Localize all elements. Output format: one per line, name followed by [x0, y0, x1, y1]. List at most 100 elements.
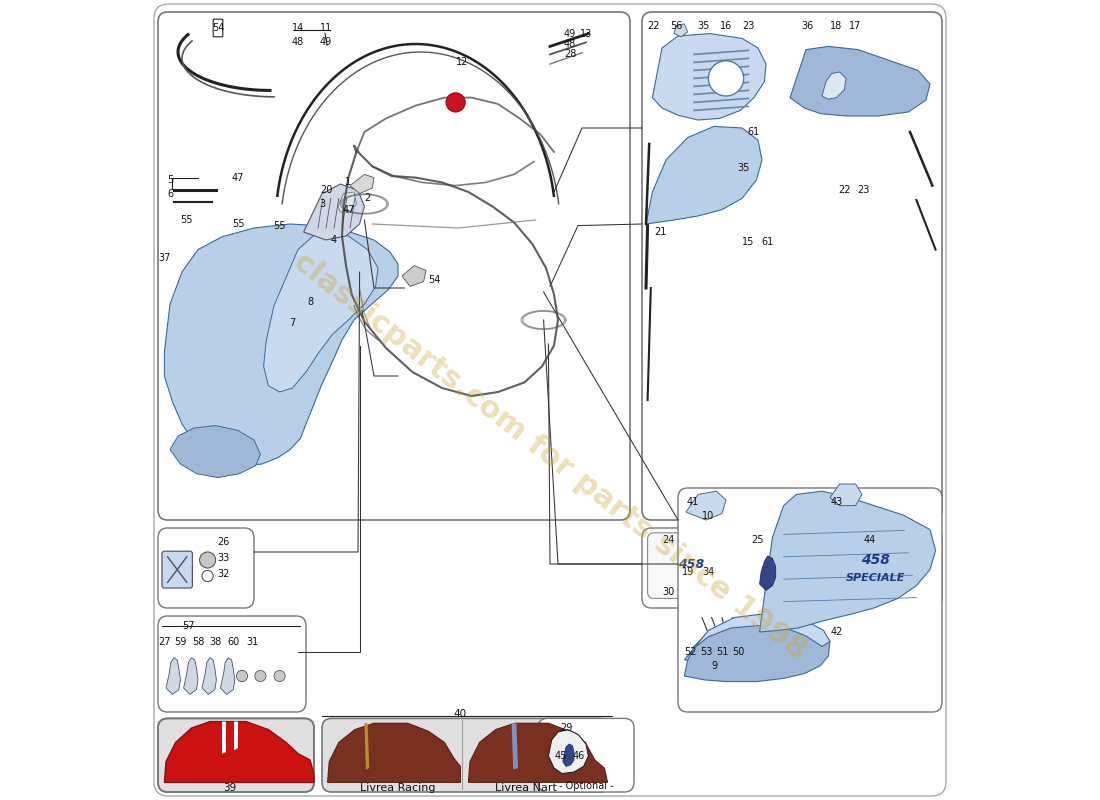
Circle shape: [255, 670, 266, 682]
Text: 2: 2: [364, 194, 371, 203]
Polygon shape: [686, 491, 726, 520]
Polygon shape: [264, 228, 378, 392]
FancyBboxPatch shape: [158, 718, 314, 792]
Polygon shape: [790, 46, 930, 116]
FancyBboxPatch shape: [538, 718, 634, 792]
Text: 41: 41: [686, 498, 698, 507]
FancyBboxPatch shape: [642, 528, 942, 608]
Text: 56: 56: [670, 21, 683, 30]
Text: 30: 30: [662, 587, 674, 597]
Text: 22: 22: [838, 186, 850, 195]
Text: 33: 33: [218, 554, 230, 563]
FancyBboxPatch shape: [154, 4, 946, 796]
Polygon shape: [328, 723, 461, 782]
Text: 35: 35: [737, 163, 750, 173]
Text: 55: 55: [179, 215, 192, 225]
Text: 8: 8: [307, 297, 314, 306]
FancyBboxPatch shape: [158, 616, 306, 712]
Text: 45: 45: [556, 751, 568, 761]
Text: 55: 55: [274, 221, 286, 230]
Polygon shape: [563, 744, 574, 766]
Polygon shape: [512, 723, 518, 770]
Text: 19: 19: [682, 567, 694, 577]
FancyBboxPatch shape: [744, 533, 807, 598]
Text: 44: 44: [864, 535, 876, 545]
Text: 31: 31: [246, 637, 258, 646]
Text: 3: 3: [319, 199, 326, 209]
Text: 9: 9: [711, 661, 717, 670]
Polygon shape: [684, 618, 830, 682]
Text: 27: 27: [158, 637, 170, 646]
Text: 38: 38: [209, 637, 222, 646]
Text: 53: 53: [700, 647, 712, 657]
Polygon shape: [338, 192, 356, 212]
Text: 18: 18: [830, 21, 843, 30]
Text: 14: 14: [292, 23, 304, 33]
FancyBboxPatch shape: [162, 551, 192, 588]
Text: 458: 458: [861, 553, 890, 567]
Text: 24: 24: [662, 535, 674, 545]
Text: 49: 49: [564, 29, 576, 38]
Polygon shape: [202, 658, 217, 694]
Polygon shape: [469, 723, 607, 782]
Text: 17: 17: [849, 21, 861, 30]
Text: Livrea Nart: Livrea Nart: [495, 783, 557, 793]
Text: 49: 49: [320, 38, 332, 47]
Text: 458: 458: [679, 558, 705, 571]
Polygon shape: [164, 722, 314, 782]
Text: 47: 47: [342, 205, 354, 214]
Circle shape: [274, 670, 285, 682]
Text: SPECIALE: SPECIALE: [846, 573, 905, 582]
Polygon shape: [684, 614, 830, 660]
Polygon shape: [549, 730, 588, 774]
Polygon shape: [234, 722, 238, 750]
Polygon shape: [220, 658, 234, 694]
Polygon shape: [222, 722, 226, 754]
Polygon shape: [166, 658, 180, 694]
Text: 35: 35: [697, 21, 710, 30]
Circle shape: [446, 93, 465, 112]
Text: 37: 37: [158, 253, 170, 262]
Text: 52: 52: [684, 647, 696, 657]
FancyBboxPatch shape: [158, 528, 254, 608]
Text: 6: 6: [167, 190, 173, 199]
Text: 13: 13: [580, 29, 592, 38]
Polygon shape: [304, 184, 364, 240]
Text: 4: 4: [331, 235, 337, 245]
Text: 59: 59: [174, 637, 187, 646]
Text: 61: 61: [748, 127, 760, 137]
Text: 16: 16: [719, 21, 733, 30]
Text: 23: 23: [742, 21, 755, 30]
Polygon shape: [164, 224, 398, 466]
Text: 22: 22: [648, 21, 660, 30]
Text: 42: 42: [830, 627, 843, 637]
Polygon shape: [760, 491, 936, 632]
Text: 51: 51: [716, 647, 728, 657]
Text: 60: 60: [228, 637, 240, 646]
Text: 11: 11: [320, 23, 332, 33]
Text: 34: 34: [702, 567, 715, 577]
Text: 23: 23: [857, 186, 870, 195]
Text: 54: 54: [428, 275, 440, 285]
Text: classicparts.com for parts since 1998: classicparts.com for parts since 1998: [288, 247, 812, 665]
FancyBboxPatch shape: [678, 488, 942, 712]
Polygon shape: [646, 126, 762, 224]
Text: 47: 47: [232, 173, 244, 182]
Polygon shape: [364, 723, 370, 770]
Text: 5: 5: [167, 175, 173, 185]
Text: 10: 10: [702, 511, 715, 521]
Circle shape: [708, 61, 744, 96]
Text: 40: 40: [454, 709, 467, 718]
Text: 48: 48: [292, 38, 304, 47]
Text: 39: 39: [223, 783, 236, 793]
FancyBboxPatch shape: [213, 19, 223, 37]
Text: 43: 43: [830, 498, 843, 507]
Text: 7: 7: [289, 318, 296, 328]
Text: 61: 61: [761, 237, 773, 246]
Text: - Optional -: - Optional -: [559, 781, 614, 790]
FancyBboxPatch shape: [158, 12, 630, 520]
Text: 26: 26: [218, 538, 230, 547]
Polygon shape: [822, 72, 846, 99]
Circle shape: [199, 552, 216, 568]
Polygon shape: [350, 174, 374, 194]
